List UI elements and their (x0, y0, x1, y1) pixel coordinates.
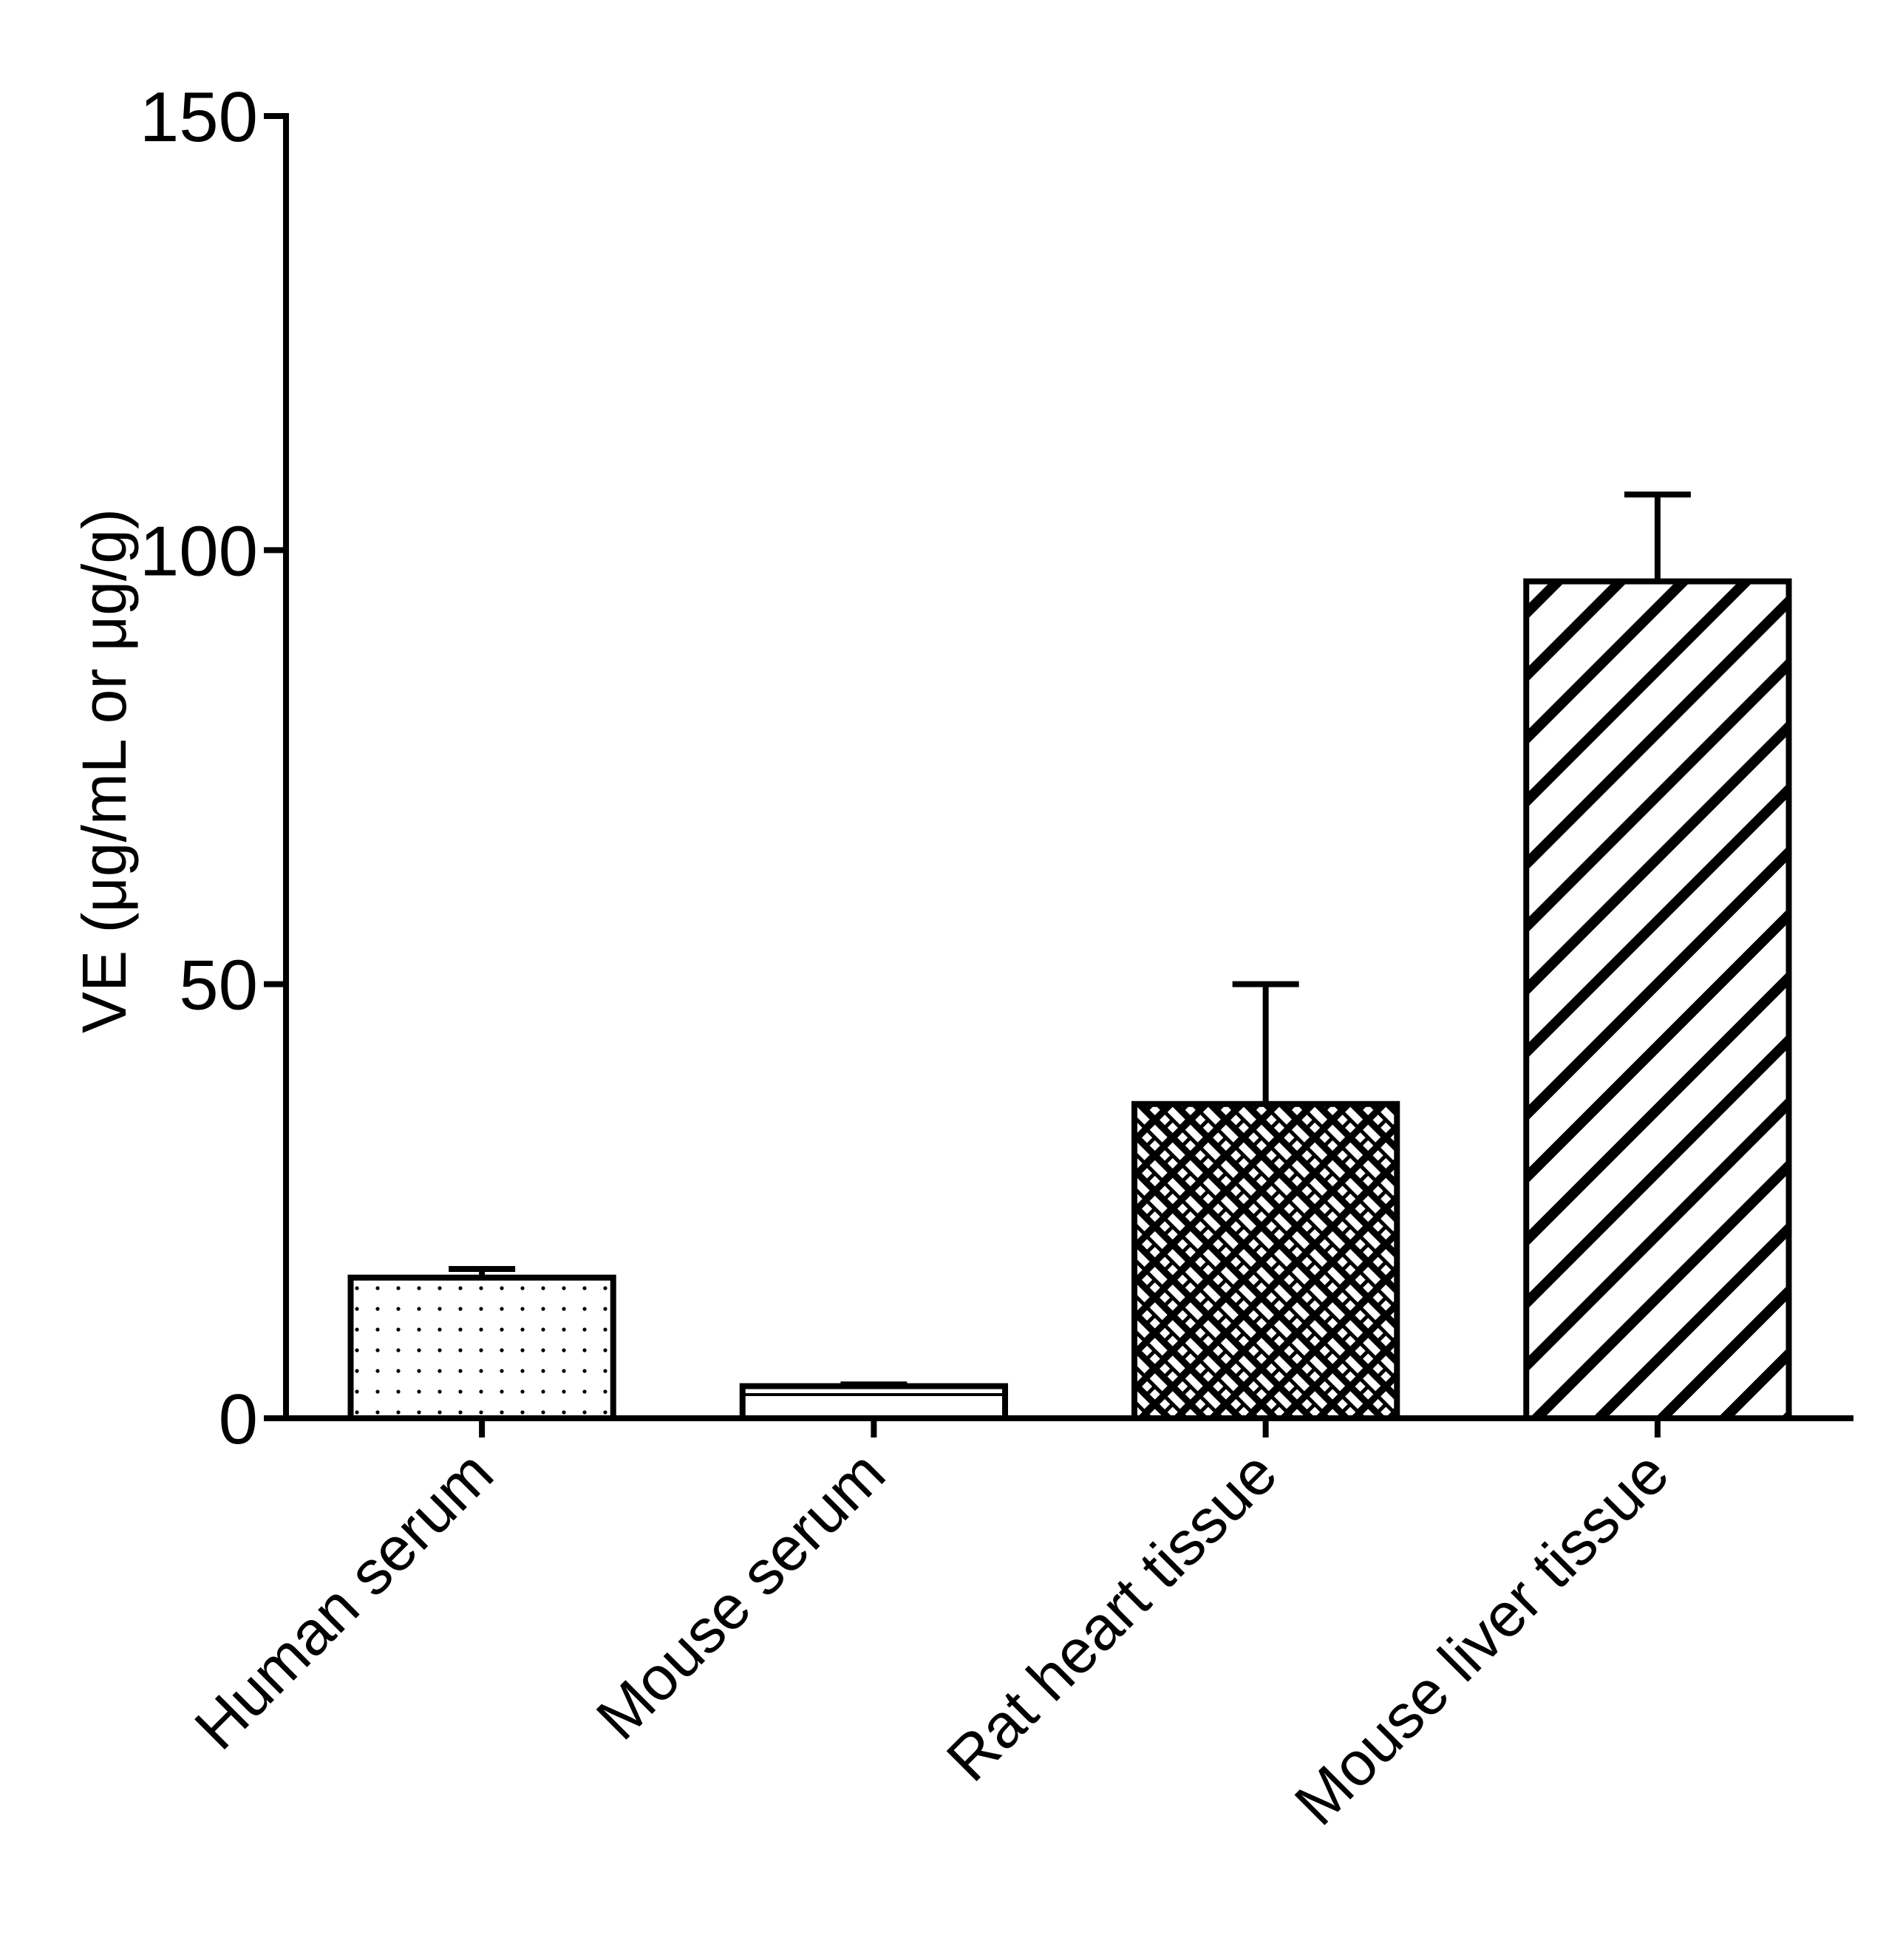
x-tick-label: Mouse liver tissue (1281, 1437, 1682, 1838)
x-tick-label: Human serum (181, 1437, 505, 1762)
bar (347, 1274, 616, 1421)
bar (739, 1383, 1009, 1422)
bar (1523, 578, 1792, 1421)
y-tick-label: 150 (140, 78, 258, 157)
x-tick-label: Rat heart tissue (933, 1437, 1290, 1794)
y-tick-label: 50 (179, 946, 258, 1025)
y-axis-label: VE (μg/mL or μg/g) (69, 508, 139, 1033)
y-tick-label: 100 (140, 511, 258, 591)
bar (1131, 1100, 1400, 1421)
x-tick-label: Mouse serum (583, 1437, 898, 1752)
y-tick-label: 0 (219, 1380, 258, 1459)
